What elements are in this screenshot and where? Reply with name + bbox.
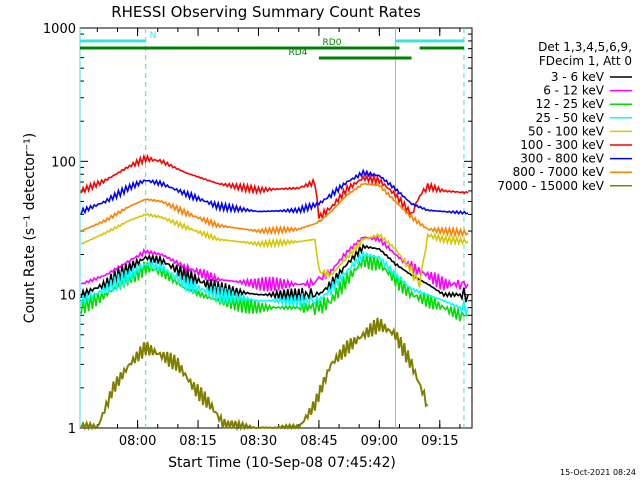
series-line — [80, 243, 469, 303]
series — [80, 212, 469, 288]
x-tick-label: 09:00 — [361, 434, 398, 449]
series — [80, 243, 469, 303]
status-bar: RD0 — [80, 38, 464, 50]
status-bar: N — [80, 31, 464, 43]
x-axis-label: Start Time (10-Sep-08 07:45:42) — [168, 455, 396, 471]
series-line — [80, 153, 469, 221]
legend-entry-label: 50 - 100 keV — [528, 124, 605, 138]
legend-entry: 3 - 6 keV — [551, 70, 632, 84]
series-layer — [80, 153, 469, 432]
legend-entry: 300 - 800 keV — [520, 152, 632, 166]
series-line — [80, 168, 469, 216]
legend: Det 1,3,4,5,6,9,FDecim 1, Att 0 3 - 6 keV… — [497, 40, 632, 193]
legend-entry-label: 800 - 7000 keV — [513, 165, 605, 179]
series-line — [80, 212, 469, 288]
legend-entry-label: 3 - 6 keV — [551, 70, 605, 84]
legend-header-line: FDecim 1, Att 0 — [539, 54, 632, 68]
x-tick-label: 08:15 — [179, 434, 216, 449]
series — [80, 182, 469, 239]
legend-entry: 800 - 7000 keV — [513, 165, 632, 179]
legend-entry-label: 100 - 300 keV — [520, 138, 604, 152]
series — [80, 168, 469, 216]
x-tick-label: 08:00 — [119, 434, 156, 449]
legend-entry: 25 - 50 keV — [536, 111, 632, 125]
status-label: RD0 — [323, 38, 342, 48]
footer-date: 15-Oct-2021 08:24 — [560, 468, 636, 477]
legend-entry-label: 300 - 800 keV — [520, 152, 604, 166]
series-line — [80, 182, 469, 239]
x-axis: 08:00 08:15 08:30 08:45 09:00 09:15 — [96, 28, 461, 449]
status-label: N — [150, 31, 157, 41]
series-line — [80, 250, 469, 315]
x-tick-label: 08:30 — [240, 434, 277, 449]
y-axis-label: Count Rate (s⁻¹ detector⁻¹) — [22, 133, 38, 323]
vertical-markers — [79, 28, 465, 428]
y-tick-label: 10 — [59, 289, 76, 304]
series — [80, 235, 469, 292]
y-tick-label: 1000 — [43, 22, 76, 37]
legend-entry: 100 - 300 keV — [520, 138, 632, 152]
legend-entry: 7000 - 15000 keV — [497, 179, 632, 193]
series-line — [80, 254, 469, 322]
y-tick-label: 1 — [68, 422, 76, 437]
legend-entry-label: 25 - 50 keV — [536, 111, 605, 125]
series-line — [80, 235, 469, 292]
series-line — [80, 317, 429, 432]
chart-title: RHESSI Observing Summary Count Rates — [111, 3, 421, 21]
series — [80, 153, 469, 221]
status-bars: N RD0 RD4 — [80, 31, 464, 60]
legend-entry-label: 6 - 12 keV — [543, 84, 605, 98]
y-tick-label: 100 — [51, 155, 76, 170]
legend-entry: 12 - 25 keV — [536, 97, 632, 111]
series — [80, 250, 469, 315]
series — [80, 317, 429, 432]
status-bar: RD4 — [289, 48, 412, 60]
y-axis: 1 10 100 1000 — [43, 22, 472, 437]
legend-entry: 50 - 100 keV — [528, 124, 632, 138]
status-label: RD4 — [289, 48, 308, 58]
legend-entry: 6 - 12 keV — [543, 84, 632, 98]
series — [80, 254, 469, 322]
legend-entry-label: 12 - 25 keV — [536, 97, 605, 111]
x-tick-label: 08:45 — [300, 434, 337, 449]
x-tick-label: 09:15 — [421, 434, 458, 449]
legend-entry-label: 7000 - 15000 keV — [497, 179, 604, 193]
legend-header-line: Det 1,3,4,5,6,9, — [538, 40, 632, 54]
